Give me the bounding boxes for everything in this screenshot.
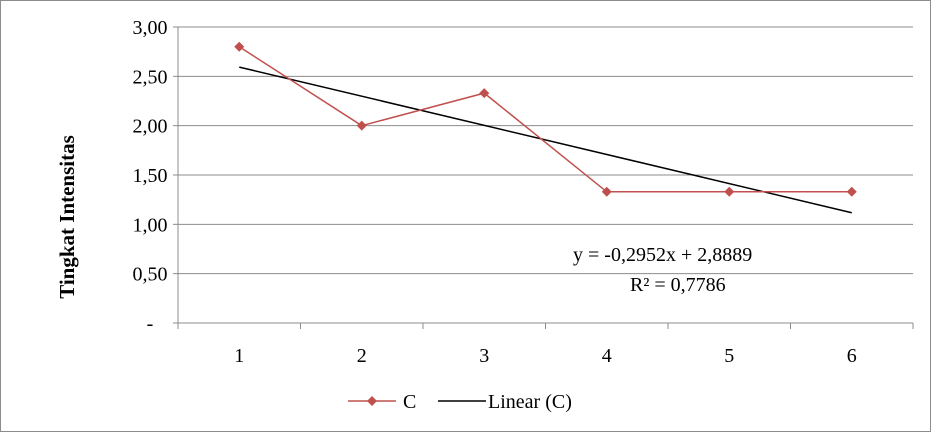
- series-layer: [234, 41, 857, 197]
- legend-swatch-c-marker: [367, 396, 377, 406]
- series-c-point-4: [601, 186, 612, 197]
- x-tick-label-6: 6: [847, 345, 857, 367]
- y-axis-title: Tingkat Intensitas: [55, 135, 79, 299]
- x-tick-label-5: 5: [724, 345, 734, 367]
- series-c-point-5: [724, 186, 735, 197]
- y-tick-label-2: 1,00: [133, 214, 168, 236]
- legend-item-linear-c: Linear (C): [438, 391, 572, 413]
- series-c-point-3: [479, 88, 490, 99]
- tick-labels: - 0,50 1,00 1,50 2,00 2,50 3,00 1 2 3 4 5 6: [133, 17, 857, 367]
- y-tick-label-1: 0,50: [133, 264, 168, 286]
- y-tick-label-5: 2,50: [133, 66, 168, 88]
- x-tick-label-4: 4: [602, 345, 612, 367]
- series-c-point-1: [234, 41, 245, 52]
- x-tick-label-3: 3: [479, 345, 489, 367]
- axes: [173, 26, 914, 329]
- trendline-r-squared: R² = 0,7786: [630, 274, 726, 296]
- legend-label-linear-c: Linear (C): [488, 391, 572, 413]
- series-c-point-2: [356, 120, 367, 131]
- series-c-line: [238, 46, 852, 193]
- y-tick-label-4: 2,00: [133, 116, 168, 138]
- legend: C Linear (C): [348, 391, 572, 413]
- x-tick-label-2: 2: [357, 345, 367, 367]
- y-tick-label-3: 1,50: [133, 165, 168, 187]
- trendline-linear-c: [239, 66, 852, 214]
- y-tick-label-0: -: [147, 313, 154, 335]
- trendline-equation: y = -0,2952x + 2,8889: [573, 244, 752, 266]
- y-tick-label-6: 3,00: [133, 17, 168, 39]
- x-tick-label-1: 1: [234, 345, 244, 367]
- gridlines: [178, 26, 913, 275]
- series-c-point-6: [846, 186, 857, 197]
- trendline-layer: [239, 66, 852, 214]
- legend-label-c: C: [403, 391, 416, 413]
- legend-item-c: C: [348, 391, 416, 413]
